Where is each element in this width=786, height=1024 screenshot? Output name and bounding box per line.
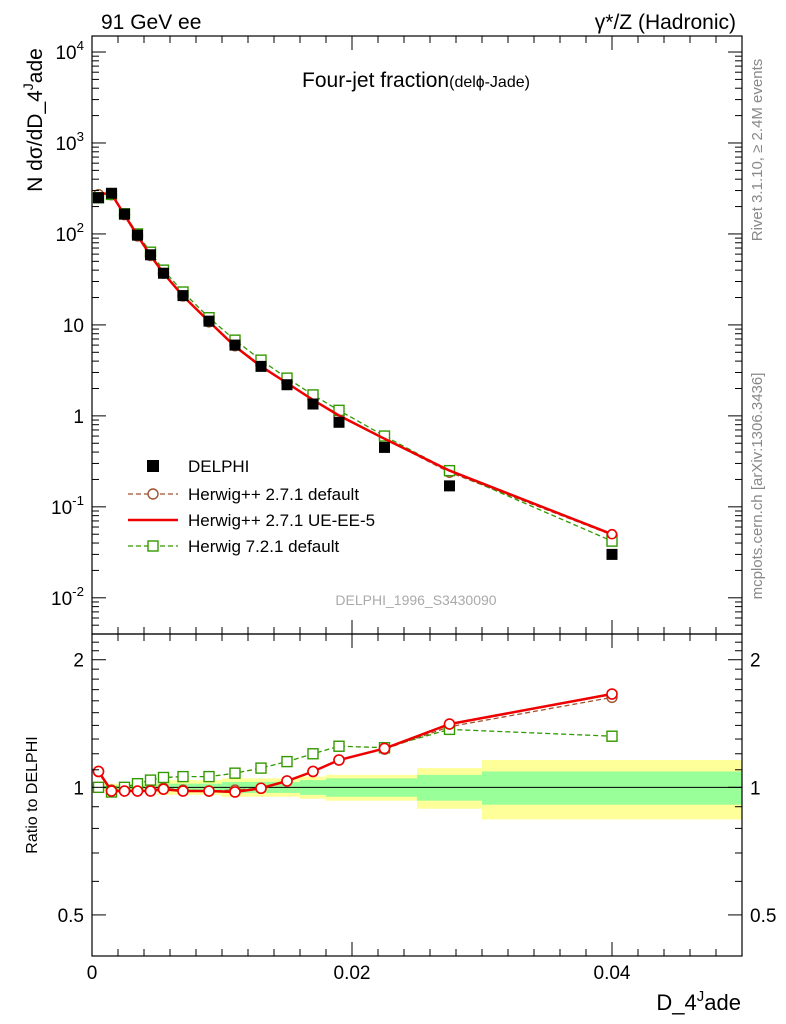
chart-watermark: DELPHI_1996_S3430090 <box>335 592 496 608</box>
legend-label: DELPHI <box>188 457 249 476</box>
data-point <box>93 192 104 204</box>
legend-label: Herwig++ 2.7.1 default <box>188 485 359 504</box>
data-point <box>255 360 267 372</box>
y-tick-label: 102 <box>55 220 84 246</box>
legend-marker <box>147 540 159 552</box>
y-tick-label: 10-2 <box>51 584 84 610</box>
ratio-y-tick-label-right: 2 <box>750 651 761 672</box>
main-series-herwig-2-7-1-ue-ee-5 <box>98 192 618 540</box>
series-line <box>97 692 613 794</box>
series-line <box>98 192 613 536</box>
marker-circle <box>157 783 170 795</box>
ratio-y-tick-label-right: 1 <box>750 778 761 799</box>
legend-marker <box>147 460 159 472</box>
y-tick-label: 103 <box>55 129 84 155</box>
main-plot-series <box>92 187 618 560</box>
ratio-y-tick-label-right: 0.5 <box>750 906 776 927</box>
data-point <box>229 339 241 351</box>
axes: 10-2 10-1 1 10 102 103 104 0.5 0.5 1 1 2 2 0 0.02 0.04 <box>51 35 776 984</box>
x-tick-label: 0.04 <box>594 963 631 984</box>
y-tick-label: 10 <box>63 316 84 337</box>
legend-label: Herwig 7.2.1 default <box>188 537 339 556</box>
x-axis-title: D_4Jade <box>656 988 741 1015</box>
marker-square <box>157 771 170 784</box>
marker-square <box>203 770 215 783</box>
x-tick-label: 0 <box>87 963 98 984</box>
marker-square <box>144 774 157 786</box>
marker-circle <box>606 528 618 540</box>
legend-item: Herwig++ 2.7.1 default <box>128 485 359 504</box>
data-point <box>307 398 319 410</box>
legend-marker <box>147 488 159 500</box>
legend: DELPHI Herwig++ 2.7.1 default Herwig++ 2.7… <box>128 457 375 556</box>
legend-label: Herwig++ 2.7.1 UE-EE-5 <box>188 511 375 530</box>
data-point <box>606 548 618 560</box>
ratio-y-tick-label-left: 1 <box>73 778 84 799</box>
marker-circle <box>606 688 618 700</box>
ratio-y-axis-title: Ratio to DELPHI <box>24 736 41 853</box>
series-line <box>98 194 613 536</box>
data-point <box>379 441 390 453</box>
marker-circle <box>92 765 105 778</box>
ratio-y-tick-label-left: 2 <box>73 651 84 672</box>
marker-square <box>229 767 241 779</box>
legend-item: Herwig++ 2.7.1 UE-EE-5 <box>128 511 375 530</box>
marker-circle <box>105 785 118 797</box>
rivet-label: Rivet 3.1.10, ≥ 2.4M events <box>749 59 766 242</box>
marker-square <box>177 770 189 783</box>
data-point <box>132 229 143 241</box>
marker-circle <box>144 785 157 797</box>
y-tick-label: 104 <box>55 38 84 64</box>
marker-square <box>333 740 345 752</box>
ratio-frame <box>91 633 743 957</box>
legend-item: DELPHI <box>147 457 249 476</box>
y-tick-label: 1 <box>73 407 84 428</box>
marker-square <box>606 730 618 742</box>
data-point <box>203 315 215 327</box>
main-series-delphi <box>93 187 618 560</box>
marker-square <box>281 755 293 768</box>
marker-circle <box>307 765 319 778</box>
series-line <box>98 728 613 793</box>
data-point <box>158 267 169 279</box>
ratio-plot-series <box>92 688 618 798</box>
marker-square <box>255 762 267 774</box>
marker-square <box>307 748 319 760</box>
data-point <box>106 187 117 199</box>
data-point <box>177 290 189 302</box>
data-point <box>444 480 455 492</box>
mcplots-label: mcplots.cern.ch [arXiv:1306.3436] <box>749 373 766 600</box>
marker-circle <box>255 782 267 795</box>
header-left: 91 GeV ee <box>101 11 201 34</box>
data-point <box>145 249 156 261</box>
marker-circle <box>281 775 293 787</box>
chart-title-main: Four-jet fraction <box>302 69 449 92</box>
ratio-series-herwig-2-7-1-ue-ee-5 <box>92 688 618 798</box>
marker-circle <box>333 754 345 766</box>
main-y-axis-title: N dσ/dD_4Jade <box>20 48 47 192</box>
data-point <box>119 208 130 220</box>
marker-circle <box>229 786 241 798</box>
data-point <box>333 416 345 428</box>
marker-circle <box>203 785 215 797</box>
marker-circle <box>443 718 456 730</box>
legend-item: Herwig 7.2.1 default <box>128 537 339 556</box>
marker-circle <box>118 785 131 797</box>
marker-circle <box>131 785 144 797</box>
x-tick-label: 0.02 <box>334 963 371 984</box>
stat-uncertainty-band <box>482 771 742 805</box>
marker-circle <box>177 785 189 797</box>
header-right: γ*/Z (Hadronic) <box>595 11 736 34</box>
chart-title-sub: (delɸ-Jade) <box>449 74 530 91</box>
chart-title: Four-jet fraction(delɸ-Jade) <box>302 69 530 92</box>
y-tick-label: 10-1 <box>51 493 84 519</box>
data-point <box>281 379 293 391</box>
marker-circle <box>378 742 391 755</box>
ratio-y-tick-label-left: 0.5 <box>58 906 84 927</box>
